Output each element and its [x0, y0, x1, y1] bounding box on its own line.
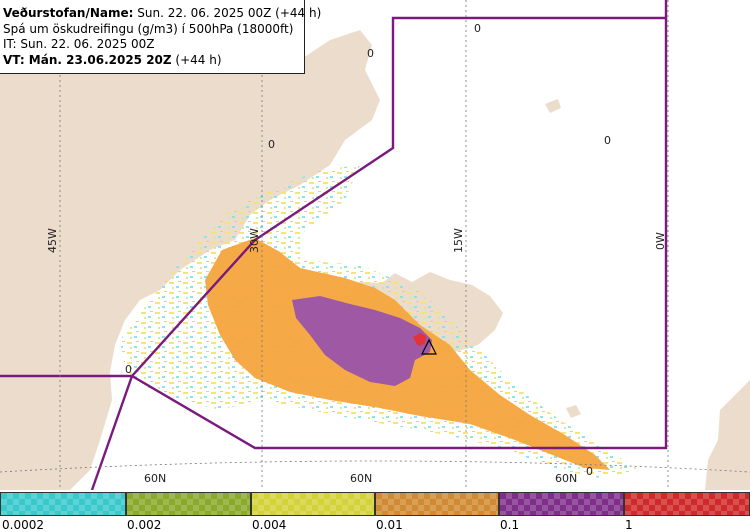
- contour-zero-label: 0: [125, 363, 132, 376]
- longitude-label-45w: 45W: [46, 228, 59, 253]
- contour-zero-label: 0: [604, 134, 611, 147]
- legend-tick-label: 0.002: [127, 518, 162, 532]
- map-canvas: 45W 30W 15W 0W 60N 60N 60N 0 0 0 0 0 0: [0, 0, 750, 490]
- legend-swatch: [126, 492, 251, 516]
- ash-plume-very-high-concentration: [413, 333, 426, 346]
- initial-time: IT: Sun. 22. 06. 2025 00Z: [3, 37, 155, 51]
- issuer-value: Sun. 22. 06. 2025 00Z (+44 h): [133, 6, 322, 20]
- norway-coast: [705, 380, 750, 490]
- legend-swatch: [0, 492, 126, 516]
- longitude-label-30w: 30W: [248, 228, 261, 253]
- latitude-label-60n-east: 60N: [555, 472, 577, 485]
- legend-tick-label: 0.01: [376, 518, 403, 532]
- graticule-grid: [0, 0, 750, 490]
- volcano-marker-icon: [421, 338, 437, 355]
- latitude-label-60n-west: 60N: [144, 472, 166, 485]
- longitude-label-0w: 0W: [654, 232, 667, 250]
- contour-zero-label: 0: [268, 138, 275, 151]
- valid-time-line: VT: Mán. 23.06.2025 20Z (+44 h): [3, 53, 304, 69]
- concentration-legend: 0.0002 0.002 0.004 0.01 0.1 1: [0, 490, 750, 532]
- latitude-label-60n-center: 60N: [350, 472, 372, 485]
- product-description: Spá um öskudreifingu (g/m3) í 500hPa (18…: [3, 21, 294, 36]
- longitude-label-15w: 15W: [452, 228, 465, 253]
- legend-tick-label: 1: [625, 518, 633, 532]
- legend-swatch: [624, 492, 750, 516]
- valid-time-label: VT: Mán. 23.06.2025 20Z: [3, 52, 172, 67]
- valid-time-offset: (+44 h): [171, 52, 222, 67]
- flight-region-boundaries: [0, 0, 668, 490]
- island-faroes: [566, 405, 581, 418]
- legend-swatch: [375, 492, 499, 516]
- legend-swatch: [251, 492, 375, 516]
- contour-zero-label: 0: [586, 465, 593, 478]
- issuer-line: Veðurstofan/Name: Sun. 22. 06. 2025 00Z …: [3, 6, 321, 22]
- contour-zero-label: 0: [474, 22, 481, 35]
- forecast-info-box: Veðurstofan/Name: Sun. 22. 06. 2025 00Z …: [0, 0, 321, 74]
- issuer-label: Veðurstofan/Name:: [3, 6, 134, 20]
- legend-tick-label: 0.004: [252, 518, 287, 532]
- legend-tick-label: 0.0002: [2, 518, 44, 532]
- island-jan-mayen: [545, 99, 561, 113]
- legend-swatch: [499, 492, 624, 516]
- legend-tick-label: 0.1: [500, 518, 520, 532]
- contour-zero-label: 0: [367, 47, 374, 60]
- ash-plume-high-concentration: [292, 296, 432, 386]
